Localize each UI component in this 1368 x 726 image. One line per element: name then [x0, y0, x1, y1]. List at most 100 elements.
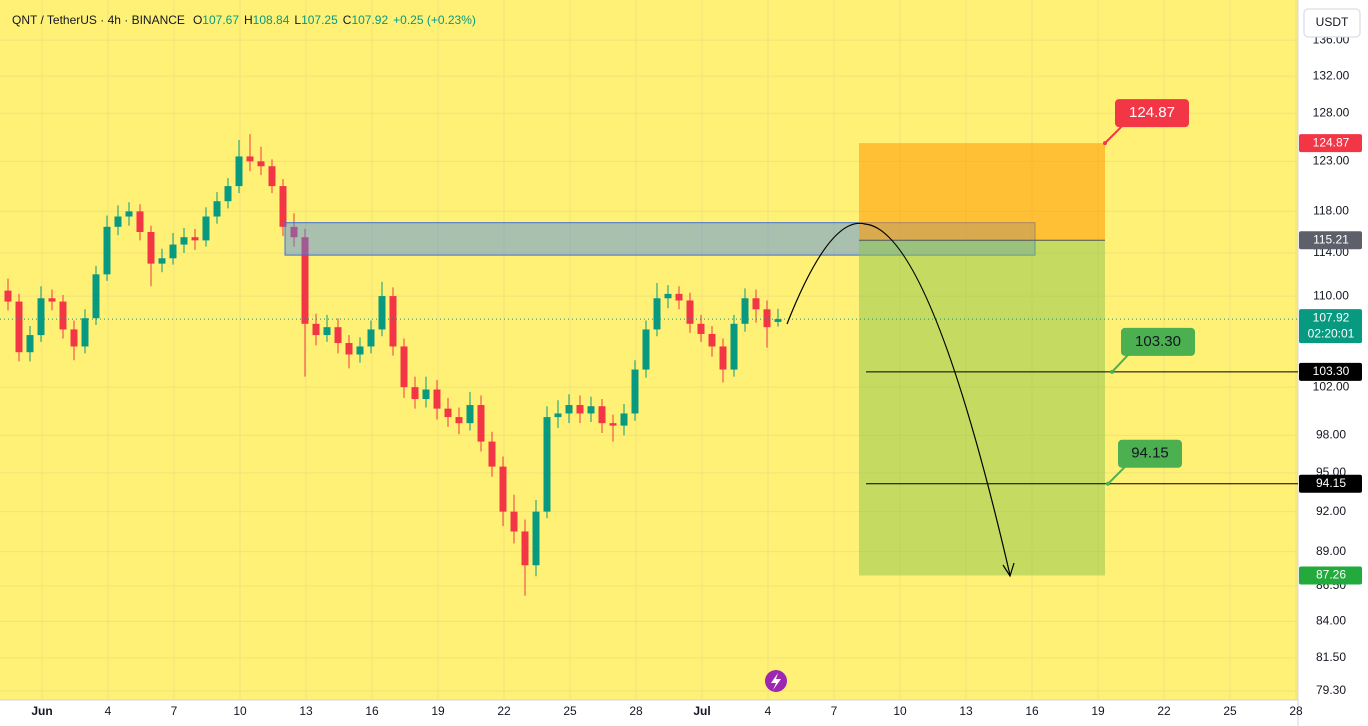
header-part: 107.67: [202, 13, 239, 27]
candle-body: [422, 389, 430, 400]
candle-body: [389, 296, 397, 347]
candle-body: [356, 346, 364, 355]
candle-body: [510, 511, 518, 532]
candle-body: [477, 405, 485, 442]
candle-body: [653, 298, 661, 330]
candle-body: [59, 301, 67, 330]
forecast-curve: [786, 222, 1011, 576]
candle-body: [246, 156, 254, 162]
candle-body: [301, 237, 309, 324]
x-tick-label: 10: [893, 704, 907, 718]
candle-body: [312, 323, 320, 336]
candle-body: [213, 201, 221, 217]
candle-body: [125, 211, 133, 217]
callout-leader: [1104, 124, 1124, 144]
candle-body: [81, 318, 89, 347]
callout: [1121, 327, 1195, 356]
x-tick-label: 19: [1091, 704, 1105, 718]
x-tick-label: 4: [765, 704, 772, 718]
candle-body: [499, 466, 507, 512]
price-tag: [1299, 231, 1362, 250]
price-tag: [1299, 566, 1362, 585]
candle-body: [664, 293, 672, 299]
y-tick-label: 81.50: [1316, 650, 1346, 664]
candle-body: [576, 405, 584, 414]
candle-body: [103, 226, 111, 275]
header-part: O: [193, 13, 202, 27]
x-tick-label: 16: [365, 704, 379, 718]
header-part: 107.25: [301, 13, 338, 27]
callout-leader: [1107, 465, 1127, 485]
x-tick-label: Jul: [693, 704, 710, 718]
candle-body: [620, 413, 628, 426]
candle-body: [26, 335, 34, 353]
candle-body: [642, 329, 650, 370]
candle-body: [488, 441, 496, 467]
countdown-label: 02:20:01: [1308, 326, 1355, 340]
y-tick-label: 84.00: [1316, 614, 1346, 628]
x-tick-label: 22: [1157, 704, 1171, 718]
callout-label: 103.30: [1135, 333, 1181, 350]
candle-body: [631, 369, 639, 414]
callout: [1115, 99, 1189, 128]
candle-body: [763, 309, 771, 328]
x-tick-label: 28: [629, 704, 643, 718]
candle-body: [411, 387, 419, 400]
candle-body: [598, 406, 606, 424]
candle-body: [543, 417, 551, 512]
x-tick-label: 16: [1025, 704, 1039, 718]
price-tag: [1299, 362, 1362, 381]
y-tick-label: 128.00: [1313, 105, 1350, 119]
header-part: 108.84: [253, 13, 290, 27]
header: QNT / TetherUS · 4h · BINANCE O107.67 H108…: [12, 13, 476, 27]
x-tick-label: 19: [431, 704, 445, 718]
header-part: C: [343, 13, 352, 27]
candle-body: [169, 244, 177, 259]
y-tick-label: 110.00: [1313, 288, 1349, 302]
candle-body: [433, 389, 441, 409]
x-tick-label: 7: [831, 704, 838, 718]
price-tag: [1299, 134, 1362, 153]
x-tick-label: 25: [563, 704, 577, 718]
candle-body: [114, 216, 122, 227]
candle-body: [48, 298, 56, 302]
x-tick-label: 4: [105, 704, 112, 718]
candle-body: [334, 327, 342, 344]
candle-body: [136, 211, 144, 233]
candle-body: [257, 161, 265, 167]
candle-body: [774, 319, 782, 322]
x-tick-label: 28: [1289, 704, 1303, 718]
candle-body: [224, 186, 232, 202]
header-part: +0.25 (+0.23%): [393, 13, 476, 27]
reward-box: [859, 240, 1105, 576]
y-tick-label: 92.00: [1316, 504, 1346, 518]
candle-body: [70, 329, 78, 347]
header-part: H: [244, 13, 253, 27]
candle-body: [235, 156, 243, 187]
price-tag-label: 115.21: [1313, 232, 1349, 246]
candle-body: [444, 408, 452, 418]
candle-body: [532, 511, 540, 566]
candle-body: [587, 406, 595, 414]
currency-label: USDT: [1316, 15, 1349, 29]
y-tick-label: 118.00: [1313, 204, 1349, 218]
y-tick-label: 102.00: [1313, 379, 1350, 393]
x-tick-label: 13: [299, 704, 313, 718]
candle-body: [268, 166, 276, 187]
price-tag: [1299, 474, 1362, 493]
x-tick-label: Jun: [31, 704, 52, 718]
candle-body: [400, 346, 408, 388]
x-tick-label: 10: [233, 704, 247, 718]
callout-label: 94.15: [1131, 445, 1169, 462]
currency-button[interactable]: [1303, 8, 1361, 38]
lightning-glyph: [771, 673, 781, 690]
callout-anchor: [1110, 369, 1114, 374]
candle-body: [4, 290, 12, 302]
price-tag-label: 124.87: [1313, 135, 1350, 149]
axis-labels: 136.00132.00128.00123.00118.00114.00110.…: [31, 32, 1362, 718]
price-tag-label: 103.30: [1313, 364, 1350, 378]
candle-body: [345, 343, 353, 355]
candle-body: [521, 531, 529, 566]
risk-box: [859, 143, 1105, 241]
